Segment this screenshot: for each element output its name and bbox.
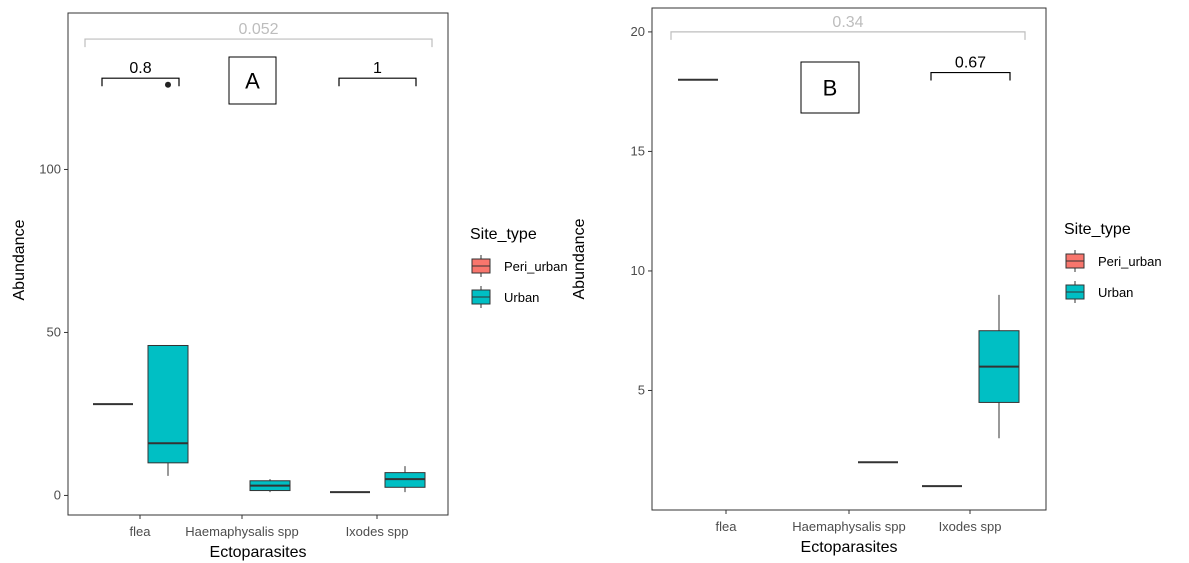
bracket-line bbox=[338, 77, 417, 87]
y-axis-title: Abundance bbox=[571, 218, 588, 299]
p-value-label: 0.052 bbox=[238, 21, 278, 38]
bracket-line bbox=[84, 38, 433, 48]
bracket-line bbox=[670, 31, 1026, 40]
y-axis-title: Abundance bbox=[11, 219, 28, 300]
y-tick-label: 0 bbox=[54, 487, 61, 502]
x-axis-title: Ectoparasites bbox=[801, 539, 898, 556]
legend-item-label: Urban bbox=[504, 290, 539, 305]
p-value-label: 1 bbox=[373, 60, 382, 77]
legend-title: Site_type bbox=[1064, 221, 1131, 238]
legend-key-peri_urban bbox=[471, 255, 491, 277]
x-tick-label: Haemaphysalis spp bbox=[185, 524, 298, 539]
panel-label-box bbox=[228, 56, 277, 105]
bracket-line bbox=[101, 77, 180, 87]
comparison-bracket: 0.8 bbox=[101, 60, 180, 87]
bracket-line bbox=[930, 71, 1011, 81]
p-value-label: 0.8 bbox=[129, 60, 151, 77]
comparison-bracket: 1 bbox=[338, 60, 417, 87]
panel-label: B bbox=[823, 76, 838, 101]
x-axis-title: Ectoparasites bbox=[210, 544, 307, 561]
plot-border bbox=[67, 12, 449, 516]
box-flea-urban bbox=[147, 344, 189, 476]
p-value-label: 0.34 bbox=[832, 14, 863, 31]
y-tick-label: 15 bbox=[631, 143, 645, 158]
legend-key-urban bbox=[1065, 281, 1085, 303]
y-tick-label: 50 bbox=[47, 324, 61, 339]
box-body bbox=[147, 344, 189, 464]
panel-b: 5 10 15 20 flea Haemaphysalis spp Ixodes spp Ec… bbox=[571, 7, 1162, 556]
legend-item-label: Urban bbox=[1098, 285, 1133, 300]
outlier-point bbox=[165, 81, 171, 88]
box-haemaphysalis-spp-urban bbox=[249, 479, 291, 493]
box-ixodes-spp-urban bbox=[384, 466, 426, 493]
x-tick-label: flea bbox=[130, 524, 152, 539]
x-tick-label: Ixodes spp bbox=[346, 524, 409, 539]
legend-item-label: Peri_urban bbox=[1098, 254, 1162, 269]
x-tick-label: Ixodes spp bbox=[939, 519, 1002, 534]
legend: Site_type Peri_urban Urban bbox=[1064, 221, 1162, 303]
comparison-bracket: 0.67 bbox=[930, 55, 1011, 81]
panel-label: A bbox=[245, 69, 260, 94]
y-tick-label: 5 bbox=[638, 382, 645, 397]
p-value-label: 0.67 bbox=[955, 55, 986, 72]
panel-a: 0 50 100 flea Haemaphysalis spp Ixodes spp Ect… bbox=[11, 12, 568, 561]
legend-key-peri_urban bbox=[1065, 250, 1085, 272]
panel-label-box bbox=[800, 61, 860, 114]
y-tick-label: 10 bbox=[631, 263, 645, 278]
x-tick-label: Haemaphysalis spp bbox=[792, 519, 905, 534]
legend-key-urban bbox=[471, 286, 491, 308]
legend-item-label: Peri_urban bbox=[504, 259, 568, 274]
legend: Site_type Peri_urban Urban bbox=[470, 226, 568, 308]
box-ixodes-spp-urban bbox=[978, 294, 1020, 439]
y-tick-label: 20 bbox=[631, 24, 645, 39]
comparison-bracket: 0.052 bbox=[84, 21, 433, 48]
comparison-bracket: 0.34 bbox=[670, 14, 1026, 40]
x-tick-label: flea bbox=[716, 519, 738, 534]
legend-title: Site_type bbox=[470, 226, 537, 243]
y-tick-label: 100 bbox=[39, 161, 61, 176]
